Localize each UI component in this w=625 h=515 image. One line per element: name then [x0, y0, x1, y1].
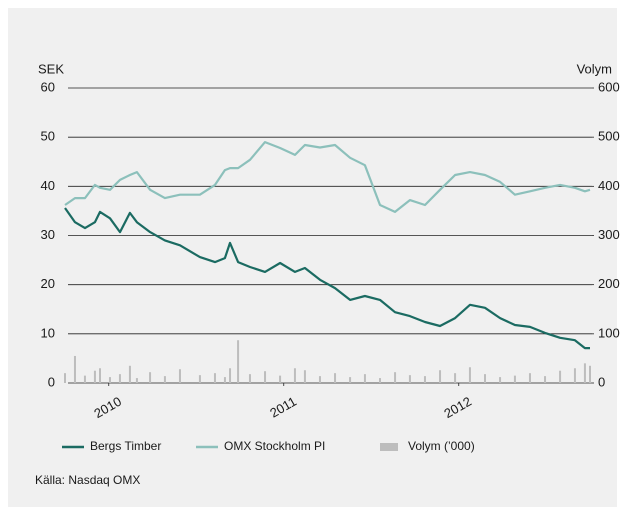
volume-bar	[528, 373, 531, 383]
y-tick-label: 10	[41, 325, 55, 340]
legend-label: Volym (’000)	[408, 439, 475, 453]
volume-bar	[108, 377, 111, 383]
volume-bar	[408, 375, 411, 383]
volume-bar	[303, 370, 306, 383]
y2-tick-label: 200	[598, 276, 620, 291]
y-tick-label: 30	[41, 227, 55, 242]
volume-bar	[99, 368, 101, 383]
volume-bar	[213, 373, 216, 383]
volume-bar	[229, 368, 232, 383]
volume-bar	[484, 374, 486, 383]
y2-tick-label: 300	[598, 227, 620, 242]
y-tick-label: 20	[41, 276, 55, 291]
volume-bar	[279, 375, 282, 383]
volume-bar	[379, 378, 381, 383]
volume-bar	[589, 365, 591, 383]
volume-bar	[135, 378, 138, 383]
volume-bar	[149, 372, 152, 383]
volume-bar	[248, 374, 251, 383]
volume-bar	[439, 370, 442, 383]
source-note: Källa: Nasdaq OMX	[35, 473, 140, 487]
volume-bar	[454, 373, 457, 383]
y2-tick-label: 600	[598, 79, 620, 94]
lines	[64, 141, 591, 350]
volume-bar	[178, 369, 181, 383]
price-line	[64, 141, 591, 213]
y-axis-title: SEK	[38, 61, 64, 76]
legend-swatch	[380, 443, 398, 451]
volume-bar	[237, 340, 240, 383]
legend-label: OMX Stockholm PI	[224, 439, 325, 453]
volume-bar	[349, 377, 352, 383]
volume-bar	[559, 370, 562, 383]
volume-bar	[363, 374, 366, 383]
volume-bar	[64, 373, 66, 383]
volume-bar	[499, 377, 502, 383]
volume-bar	[573, 368, 576, 383]
volume-bar	[468, 367, 471, 383]
y2-tick-label: 100	[598, 325, 620, 340]
volume-bar	[544, 376, 547, 383]
volume-bar	[198, 375, 201, 383]
volume-bar	[423, 376, 426, 383]
y-tick-label: 60	[41, 79, 55, 94]
volume-bar	[264, 371, 267, 383]
volume-bars	[64, 340, 591, 383]
y-tick-label: 0	[48, 374, 55, 389]
volume-bar	[163, 376, 166, 383]
legend: Bergs Timber OMX Stockholm PI Volym (’000)	[62, 439, 475, 453]
legend-label: Bergs Timber	[90, 439, 161, 453]
price-line	[64, 207, 590, 350]
volume-bar	[73, 355, 76, 383]
volume-bar	[293, 368, 296, 383]
volume-bar	[334, 373, 337, 383]
y2-tick-label: 0	[598, 374, 605, 389]
y2-tick-label: 400	[598, 178, 620, 193]
volume-bar	[128, 365, 131, 383]
volume-bar	[93, 370, 96, 383]
chart-background	[8, 8, 617, 507]
volume-bar	[118, 374, 121, 383]
y2-tick-label: 500	[598, 129, 620, 144]
volume-bar	[583, 363, 586, 383]
volume-bar	[513, 375, 516, 383]
y2-axis-title: Volym	[577, 61, 612, 76]
y-tick-label: 40	[41, 178, 55, 193]
volume-bar	[223, 377, 226, 383]
volume-bar	[83, 375, 86, 383]
y-tick-label: 50	[41, 129, 55, 144]
volume-bar	[318, 376, 321, 383]
volume-bar	[394, 372, 397, 383]
